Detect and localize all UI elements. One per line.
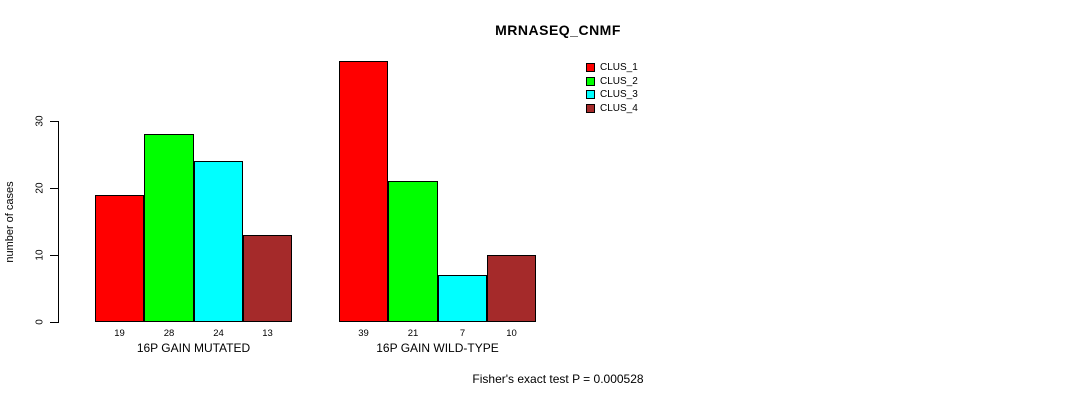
bar-value-label: 7: [459, 328, 466, 339]
y-tick-label: 30: [34, 115, 46, 127]
category-label: 16P GAIN MUTATED: [136, 341, 251, 355]
bar-value-label: 13: [262, 328, 273, 339]
legend-swatch-CLUS_1: [586, 63, 595, 73]
bar-CLUS_2: [388, 181, 438, 322]
bar-CLUS_3: [438, 275, 487, 322]
bar-value-label: 39: [358, 328, 369, 339]
bar-CLUS_3: [194, 161, 243, 322]
y-axis-line: [58, 121, 59, 323]
y-tick-label: 10: [34, 249, 46, 261]
chart-title: MRNASEQ_CNMF: [495, 22, 621, 38]
bar-CLUS_1: [95, 195, 144, 322]
legend-label: CLUS_1: [600, 62, 638, 73]
category-label: 16P GAIN WILD-TYPE: [376, 341, 499, 355]
y-tick-mark: [50, 255, 58, 256]
y-tick-label: 20: [34, 182, 46, 194]
fisher-test-annotation: Fisher's exact test P = 0.000528: [472, 372, 644, 386]
bar-value-label: 24: [213, 328, 224, 339]
legend-item: CLUS_4: [586, 102, 638, 116]
bar-value-label: 10: [506, 328, 517, 339]
legend-item: CLUS_1: [586, 61, 638, 75]
bar-CLUS_1: [339, 61, 388, 322]
y-tick-label: 0: [34, 319, 46, 325]
legend-swatch-CLUS_3: [586, 90, 595, 100]
y-axis-label: number of cases: [4, 181, 16, 263]
bar-value-label: 21: [407, 328, 419, 339]
legend-swatch-CLUS_2: [586, 76, 595, 86]
legend-label: CLUS_4: [600, 102, 638, 114]
legend-swatch-CLUS_4: [586, 103, 595, 113]
legend: CLUS_1 CLUS_2 CLUS_3 CLUS_4: [586, 61, 638, 115]
bar-CLUS_4: [487, 255, 536, 322]
legend-label: CLUS_2: [600, 75, 638, 87]
legend-item: CLUS_3: [586, 88, 638, 102]
y-tick-mark: [50, 322, 58, 323]
bar-CLUS_2: [144, 134, 194, 322]
legend-label: CLUS_3: [600, 89, 638, 100]
y-tick-mark: [50, 188, 58, 189]
y-tick-mark: [50, 121, 58, 122]
bar-value-label: 19: [114, 328, 125, 339]
legend-item: CLUS_2: [586, 75, 638, 89]
bar-value-label: 28: [163, 328, 175, 339]
bar-CLUS_4: [243, 235, 292, 322]
